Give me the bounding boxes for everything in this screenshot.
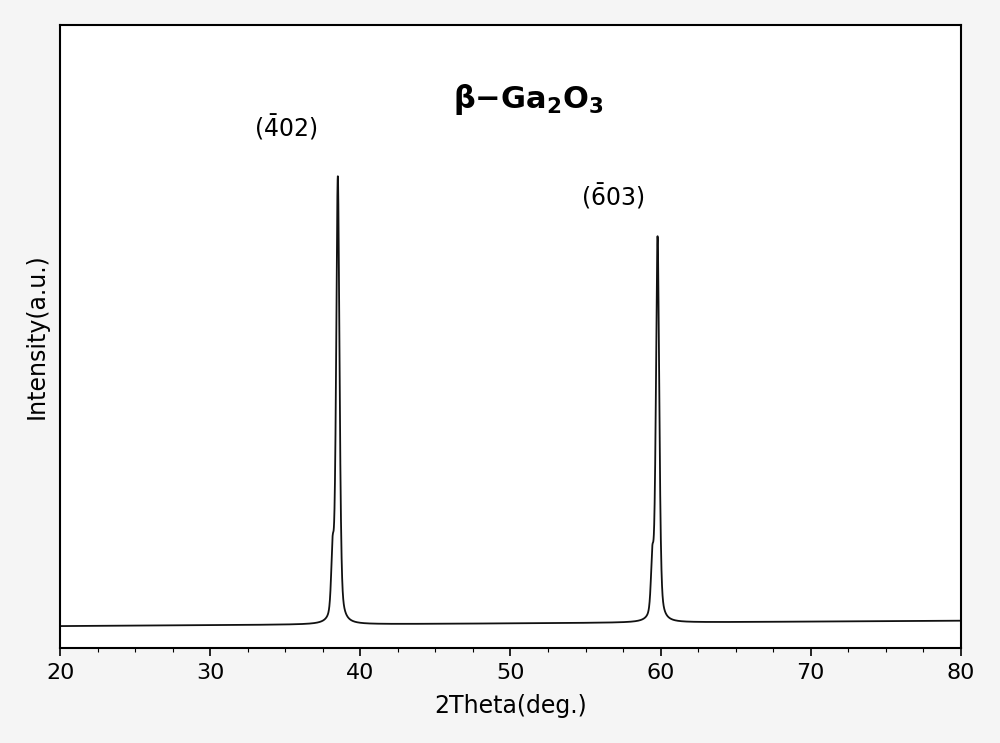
- Text: $(\bar{4}02)$: $(\bar{4}02)$: [254, 112, 317, 142]
- Text: $\mathbf{\beta}$$\mathbf{-Ga_2O_3}$: $\mathbf{\beta}$$\mathbf{-Ga_2O_3}$: [453, 82, 604, 117]
- Text: $(\bar{6}03)$: $(\bar{6}03)$: [581, 181, 644, 211]
- X-axis label: 2Theta(deg.): 2Theta(deg.): [434, 694, 587, 718]
- Y-axis label: Intensity(a.u.): Intensity(a.u.): [25, 253, 49, 419]
